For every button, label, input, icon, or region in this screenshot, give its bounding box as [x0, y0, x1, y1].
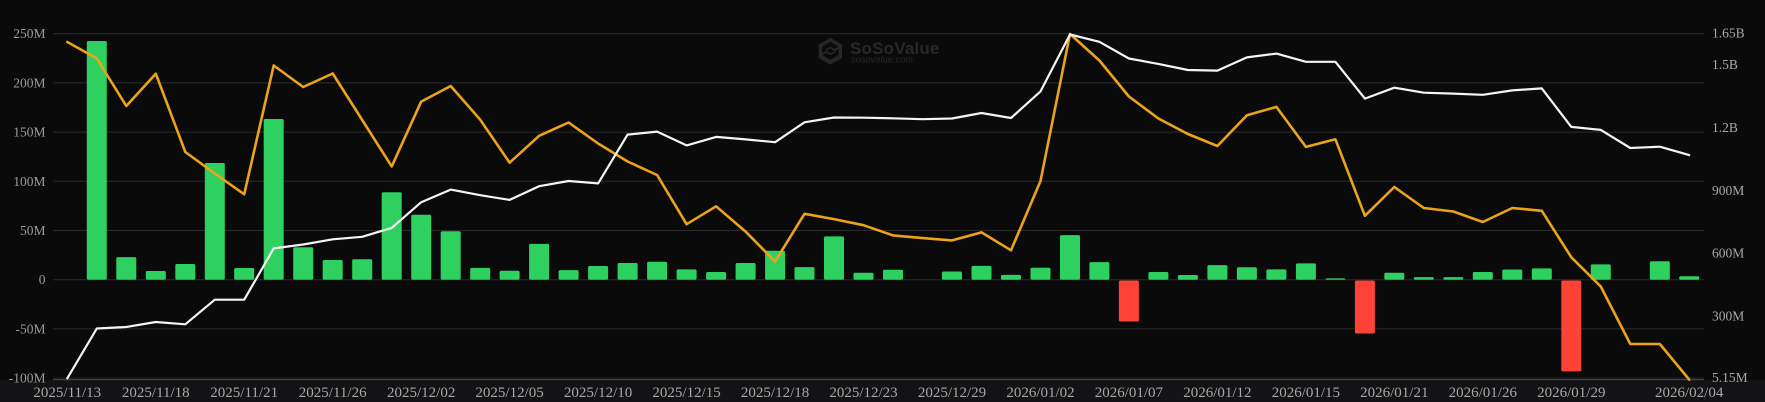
svg-text:900M: 900M — [1712, 183, 1744, 198]
svg-text:2026/01/07: 2026/01/07 — [1095, 385, 1164, 401]
svg-text:2025/12/05: 2025/12/05 — [475, 385, 543, 401]
svg-text:300M: 300M — [1712, 308, 1744, 323]
svg-text:2025/11/18: 2025/11/18 — [122, 385, 190, 401]
svg-text:2026/01/26: 2026/01/26 — [1449, 385, 1518, 401]
svg-text:2026/01/02: 2026/01/02 — [1006, 385, 1074, 401]
svg-text:2025/12/23: 2025/12/23 — [829, 385, 897, 401]
svg-text:2026/01/21: 2026/01/21 — [1360, 385, 1428, 401]
svg-text:150M: 150M — [13, 125, 45, 140]
svg-text:-50M: -50M — [16, 321, 46, 336]
svg-text:2026/01/29: 2026/01/29 — [1537, 385, 1605, 401]
svg-text:5.15M: 5.15M — [1712, 370, 1748, 385]
svg-text:2026/01/15: 2026/01/15 — [1272, 385, 1340, 401]
svg-text:250M: 250M — [13, 26, 45, 41]
svg-text:2025/12/29: 2025/12/29 — [918, 385, 986, 401]
svg-text:2025/11/13: 2025/11/13 — [33, 385, 101, 401]
svg-text:2025/12/10: 2025/12/10 — [564, 385, 632, 401]
svg-text:2026/01/12: 2026/01/12 — [1183, 385, 1251, 401]
svg-text:2025/12/15: 2025/12/15 — [652, 385, 720, 401]
svg-text:100M: 100M — [13, 174, 45, 189]
svg-text:1.65B: 1.65B — [1712, 26, 1745, 41]
svg-text:2025/12/02: 2025/12/02 — [387, 385, 455, 401]
svg-text:1.2B: 1.2B — [1712, 120, 1738, 135]
svg-text:sosovalue.com: sosovalue.com — [851, 55, 913, 65]
svg-text:2025/11/26: 2025/11/26 — [299, 385, 367, 401]
svg-text:600M: 600M — [1712, 246, 1744, 261]
svg-text:2026/02/04: 2026/02/04 — [1655, 385, 1724, 401]
svg-text:50M: 50M — [20, 223, 46, 238]
svg-text:-100M: -100M — [9, 371, 46, 386]
svg-text:2025/11/21: 2025/11/21 — [210, 385, 278, 401]
svg-text:200M: 200M — [13, 75, 45, 90]
svg-text:SoSoValue: SoSoValue — [850, 39, 940, 58]
svg-text:2025/12/18: 2025/12/18 — [741, 385, 809, 401]
svg-text:1.5B: 1.5B — [1712, 57, 1738, 72]
svg-text:0: 0 — [39, 272, 46, 287]
